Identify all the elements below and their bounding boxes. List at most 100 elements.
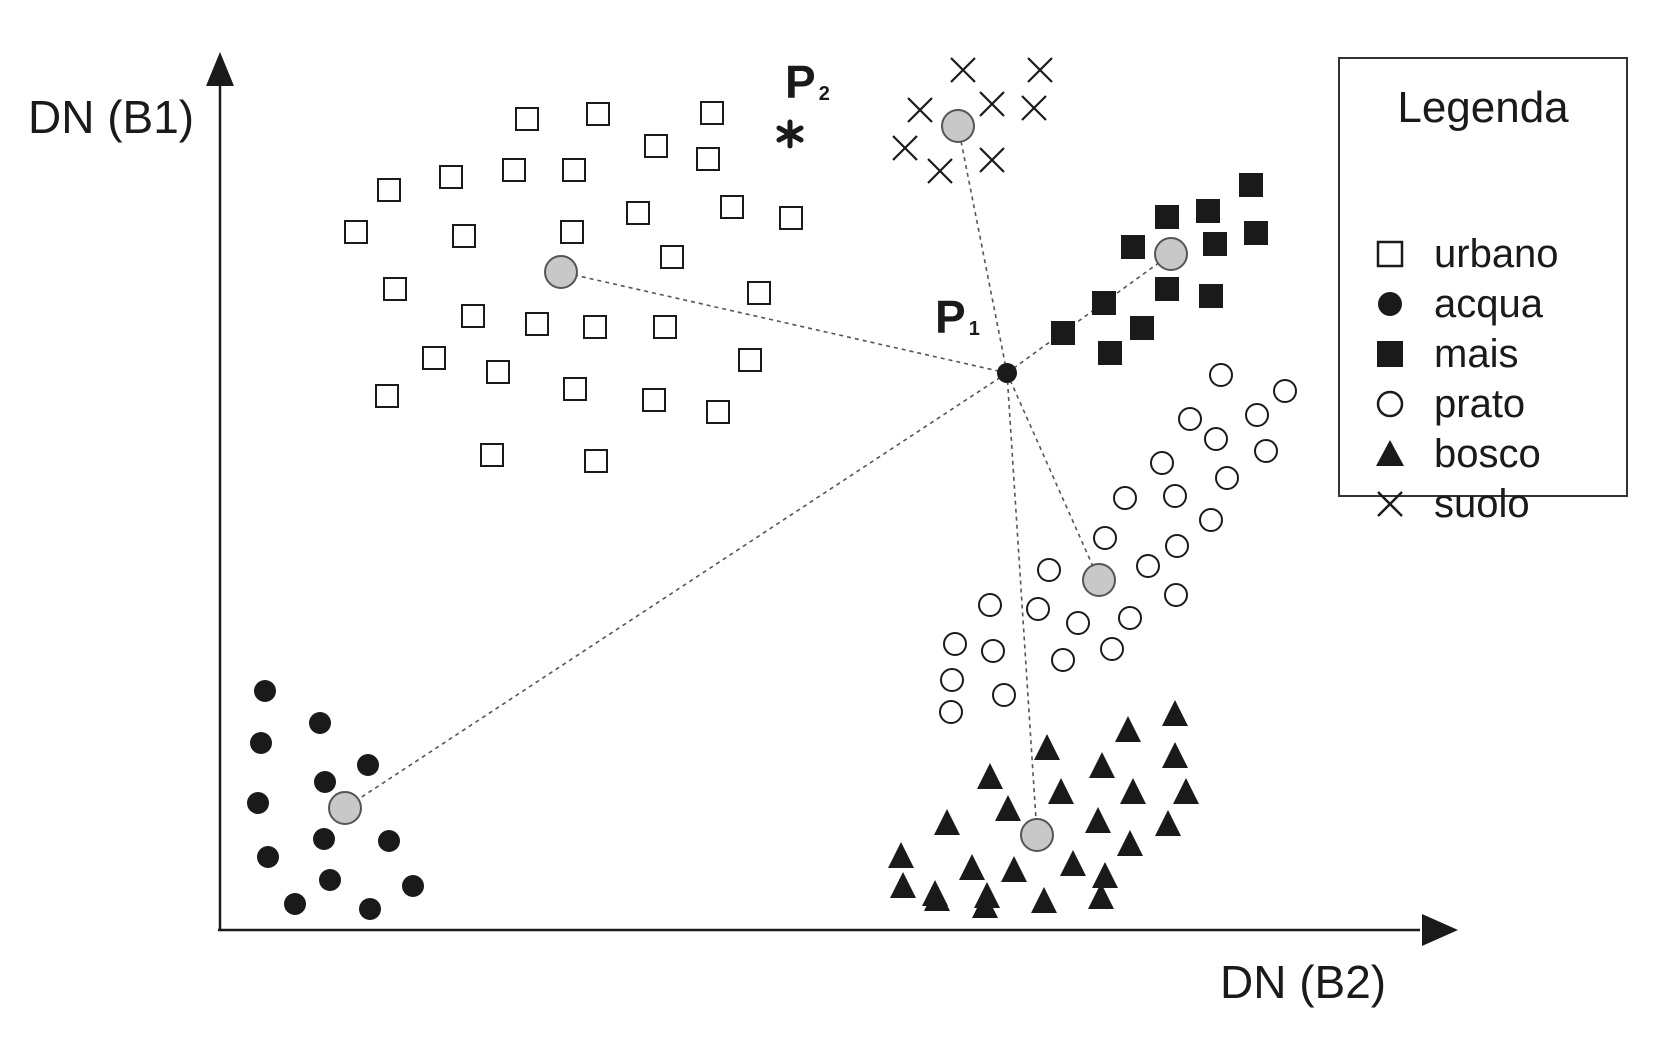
suolo-point (950, 57, 976, 83)
urbano-point (706, 400, 730, 424)
urbano-point (560, 220, 584, 244)
prato-point (1100, 637, 1124, 661)
prato-point (1165, 534, 1189, 558)
prato-point (939, 700, 963, 724)
prato-point (1118, 606, 1142, 630)
legend-item-acqua: acqua (1370, 279, 1543, 329)
prato-point (1273, 379, 1297, 403)
legend-label-bosco: bosco (1434, 431, 1541, 476)
p1-point (997, 363, 1017, 383)
suolo-stroke (1021, 95, 1047, 121)
acqua-point (284, 893, 306, 915)
urbano-point (779, 206, 803, 230)
urbano-point (696, 147, 720, 171)
bosco-point (1092, 862, 1118, 888)
p2-letter: P (785, 56, 816, 108)
acqua-point (313, 828, 335, 850)
legend-item-bosco: bosco (1370, 429, 1541, 479)
urbano-point (700, 101, 724, 125)
bosco-point (1155, 810, 1181, 836)
suolo-cluster (892, 57, 1053, 184)
suolo-stroke (950, 57, 976, 83)
legend-label-acqua: acqua (1434, 281, 1543, 326)
prato-point (1051, 648, 1075, 672)
legend-item-mais: mais (1370, 329, 1518, 379)
mais-point (1239, 173, 1263, 197)
centroid-prato (1082, 563, 1116, 597)
prato-point (940, 668, 964, 692)
p2-asterisk-point (776, 119, 804, 149)
filled-triangle-icon (1376, 440, 1404, 466)
acqua-point (357, 754, 379, 776)
distance-line-prato (1006, 372, 1100, 581)
legend-title: Legenda (1397, 83, 1569, 132)
p2-subscript: 2 (818, 83, 830, 105)
x-axis-label: DN (B2) (1220, 956, 1387, 1008)
mais-point (1199, 284, 1223, 308)
bosco-point (1162, 700, 1188, 726)
acqua-point (250, 732, 272, 754)
class-centroids (328, 109, 1188, 852)
legend-label-prato: prato (1434, 381, 1526, 426)
mais-point (1121, 235, 1145, 259)
urbano-point (525, 312, 549, 336)
prato-point (943, 632, 967, 656)
prato-point (1026, 597, 1050, 621)
x-axis-arrowhead (1422, 914, 1458, 946)
distance-line-suolo (957, 125, 1008, 374)
bosco-point (995, 795, 1021, 821)
urbano-cluster (344, 101, 803, 473)
mais-point (1098, 341, 1122, 365)
distance-line-mais (1006, 253, 1172, 374)
legend-item-suolo: suolo (1370, 479, 1530, 529)
suolo-stroke (907, 97, 933, 123)
suolo-stroke (979, 91, 1005, 117)
centroid-acqua (328, 791, 362, 825)
bosco-point (1115, 716, 1141, 742)
y-axis-label: DN (B1) (28, 91, 195, 143)
legend-label-urbano: urbano (1434, 231, 1559, 276)
prato-point (1254, 439, 1278, 463)
urbano-point (422, 346, 446, 370)
prato-cluster (939, 363, 1297, 724)
acqua-point (378, 830, 400, 852)
bosco-point (972, 892, 998, 918)
suolo-stroke (927, 158, 953, 184)
bosco-point (934, 809, 960, 835)
urbano-point (660, 245, 684, 269)
filled-square-icon (1377, 341, 1403, 367)
mais-point (1155, 277, 1179, 301)
urbano-point (383, 277, 407, 301)
prato-point (1178, 407, 1202, 431)
urbano-point (375, 384, 399, 408)
bosco-point (1089, 752, 1115, 778)
urbano-point (461, 304, 485, 328)
acqua-point (247, 792, 269, 814)
mais-point (1244, 221, 1268, 245)
suolo-point (979, 91, 1005, 117)
distance-line-bosco (1006, 372, 1038, 836)
bosco-point (977, 763, 1003, 789)
prato-point (1066, 611, 1090, 635)
prato-point (992, 683, 1016, 707)
mais-point (1092, 291, 1116, 315)
bosco-point (1031, 887, 1057, 913)
acqua-point (309, 712, 331, 734)
bosco-point (1001, 856, 1027, 882)
prato-point (1209, 363, 1233, 387)
cross-icon (1377, 491, 1403, 517)
open-square-icon (1376, 240, 1404, 268)
bosco-point (888, 842, 914, 868)
prato-point (978, 593, 1002, 617)
suolo-stroke (1027, 57, 1053, 83)
mais-point (1051, 321, 1075, 345)
urbano-point (486, 360, 510, 384)
bosco-point (1162, 742, 1188, 768)
urbano-point (562, 158, 586, 182)
prato-point (1163, 484, 1187, 508)
urbano-point (644, 134, 668, 158)
urbano-point (747, 281, 771, 305)
prato-point (1150, 451, 1174, 475)
legend-label-suolo: suolo (1434, 481, 1530, 526)
mais-point (1196, 199, 1220, 223)
